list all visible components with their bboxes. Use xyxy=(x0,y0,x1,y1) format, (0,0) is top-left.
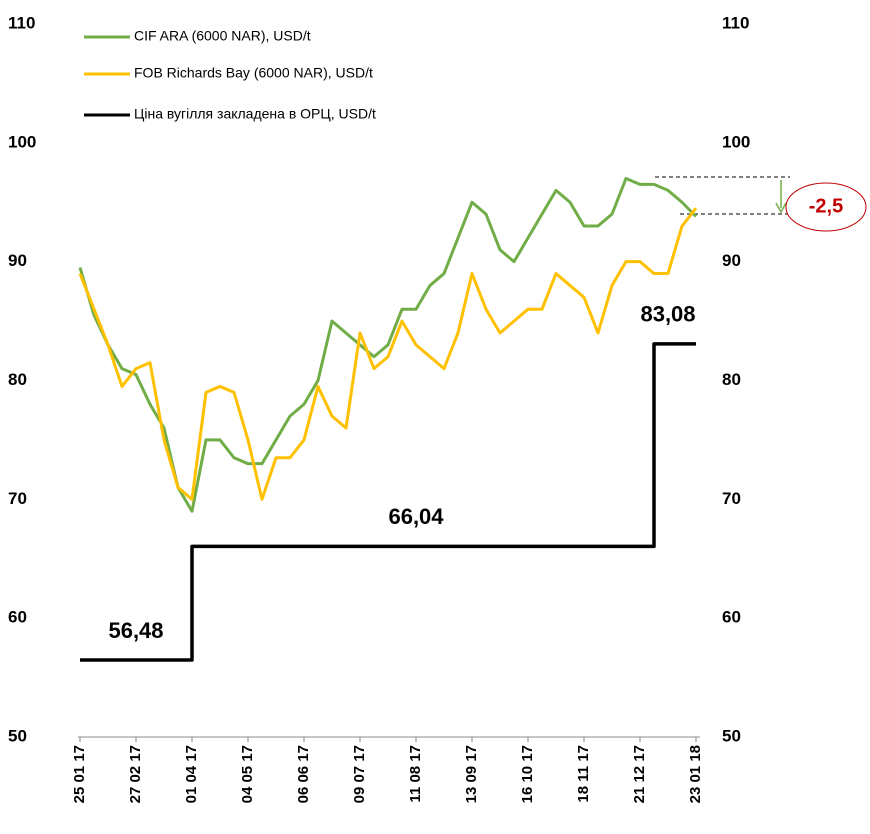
x-tick-label: 13 09 17 xyxy=(463,745,480,803)
x-tick-label: 06 06 17 xyxy=(295,745,312,803)
diff-arrow-head xyxy=(775,202,787,214)
value-label: 83,08 xyxy=(640,302,695,327)
x-tick-label: 25 01 17 xyxy=(71,745,88,803)
diff-label: -2,5 xyxy=(809,195,843,217)
x-tick-label: 16 10 17 xyxy=(519,745,536,803)
legend-label: Ціна вугілля закладена в ОРЦ, USD/t xyxy=(134,106,376,122)
y2-tick-label: 90 xyxy=(722,251,741,270)
x-tick-label: 09 07 17 xyxy=(351,745,368,803)
series-line xyxy=(78,176,698,513)
value-label: 56,48 xyxy=(108,618,163,643)
x-tick-label: 18 11 17 xyxy=(575,745,592,803)
value-label: 66,04 xyxy=(388,504,444,529)
x-tick-label: 23 01 18 xyxy=(687,745,704,803)
x-tick-label: 01 04 17 xyxy=(183,745,200,803)
y2-tick-label: 50 xyxy=(722,726,741,745)
y-tick-label: 90 xyxy=(8,251,27,270)
y2-tick-label: 110 xyxy=(722,13,749,32)
y-tick-label: 50 xyxy=(8,726,27,745)
y-tick-label: 80 xyxy=(8,370,27,389)
y2-tick-label: 80 xyxy=(722,370,741,389)
y2-tick-label: 70 xyxy=(722,489,741,508)
series-line xyxy=(80,342,696,662)
x-tick-label: 27 02 17 xyxy=(127,745,144,803)
y-tick-label: 60 xyxy=(8,608,27,627)
x-tick-label: 21 12 17 xyxy=(631,745,648,803)
y-tick-label: 70 xyxy=(8,489,27,508)
legend-label: FOB Richards Bay (6000 NAR), USD/t xyxy=(134,65,373,81)
x-tick-label: 11 08 17 xyxy=(407,745,424,803)
series-line xyxy=(78,207,698,501)
x-tick-label: 04 05 17 xyxy=(239,745,256,803)
legend-label: CIF ARA (6000 NAR), USD/t xyxy=(134,28,311,44)
y2-tick-label: 100 xyxy=(722,132,750,151)
diff-oval xyxy=(785,182,867,232)
y2-tick-label: 60 xyxy=(722,608,741,627)
y-tick-label: 110 xyxy=(8,13,35,32)
y-tick-label: 100 xyxy=(8,132,36,151)
